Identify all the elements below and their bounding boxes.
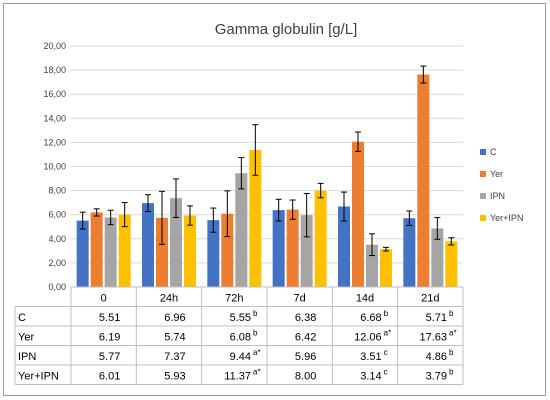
legend-swatch — [480, 215, 486, 221]
bars — [76, 65, 458, 287]
bar — [207, 220, 220, 287]
bar — [417, 74, 430, 287]
table-cell-value: 5.51 — [99, 312, 120, 324]
significance-mark: c — [384, 368, 388, 377]
y-tick-label: 14,00 — [43, 113, 66, 123]
significance-mark: a* — [253, 348, 261, 357]
bar — [380, 249, 392, 287]
gamma-globulin-chart: Gamma globulin [g/L] 0,00 2,00 4,00 6,00 8,0… — [14, 21, 523, 385]
bar — [156, 217, 168, 287]
legend-label: Yer+IPN — [490, 213, 523, 223]
significance-mark: b — [449, 368, 454, 377]
significance-mark: a* — [253, 368, 261, 377]
legend-label: Yer — [490, 169, 503, 179]
bar — [352, 141, 364, 287]
table-cell-value: 17.63 — [419, 332, 447, 344]
table-cell-value: 6.08 — [230, 332, 251, 344]
table-cell-value: 6.42 — [295, 332, 316, 344]
x-tick-label: 72h — [225, 293, 243, 305]
bar — [221, 213, 234, 287]
table-cell-value: 3.51 — [360, 351, 381, 363]
significance-mark: b — [253, 329, 258, 338]
bar — [76, 220, 89, 287]
y-tick-label: 0,00 — [48, 282, 66, 292]
table-cell-value: 8.00 — [295, 371, 316, 383]
y-tick-label: 4,00 — [48, 234, 66, 244]
legend: C Yer IPN Yer+IPN — [480, 147, 523, 223]
bar — [338, 206, 350, 287]
table-cell-value: 6.01 — [99, 371, 120, 383]
table-cell-value: 5.55 — [230, 312, 251, 324]
bar — [170, 198, 182, 287]
significance-mark: b — [253, 309, 258, 318]
legend-label: IPN — [490, 191, 505, 201]
bar — [90, 212, 103, 287]
bar — [314, 190, 327, 287]
x-tick-label: 24h — [160, 293, 178, 305]
chart-frame: Gamma globulin [g/L] 0,00 2,00 4,00 6,00 8,0… — [3, 3, 546, 396]
y-tick-label: 18,00 — [43, 65, 66, 75]
bar — [142, 203, 154, 287]
y-tick-label: 20,00 — [43, 41, 66, 51]
bar — [431, 228, 444, 287]
table-cell-value: 9.44 — [230, 351, 251, 363]
table-cell-value: 11.37 — [224, 371, 251, 383]
bar — [249, 149, 262, 287]
legend-label: C — [490, 147, 497, 157]
table-cell-value: 5.74 — [164, 332, 185, 344]
y-tick-label: 6,00 — [48, 210, 66, 220]
bar — [104, 217, 117, 287]
y-tick-label: 12,00 — [43, 137, 66, 147]
table-series-label: Yer — [18, 332, 34, 344]
table-cell-value: 3.14 — [360, 371, 381, 383]
table-cell-value: 5.96 — [295, 351, 316, 363]
x-tick-label: 7d — [294, 293, 306, 305]
bar — [235, 173, 248, 287]
table-series-label: Yer+IPN — [18, 371, 59, 383]
bar — [272, 210, 285, 287]
table-cell-value: 5.93 — [164, 371, 185, 383]
table-cell-value: 6.96 — [164, 312, 185, 324]
significance-mark: b — [449, 309, 454, 318]
table-cell-value: 5.71 — [426, 312, 447, 324]
significance-mark: a* — [449, 329, 457, 338]
significance-mark: b — [449, 348, 454, 357]
legend-swatch — [480, 149, 486, 155]
bar — [403, 218, 416, 287]
table-cell-value: 6.38 — [295, 312, 316, 324]
bar — [445, 241, 458, 287]
significance-mark: c — [384, 348, 388, 357]
y-tick-label: 10,00 — [43, 162, 66, 172]
table-cell-value: 12.06 — [354, 332, 382, 344]
legend-swatch — [480, 193, 486, 199]
bar — [286, 209, 299, 287]
table-series-label: IPN — [18, 351, 36, 363]
table-cell-value: 6.19 — [99, 332, 120, 344]
x-tick-label: 21d — [421, 293, 439, 305]
table-cell-value: 4.86 — [426, 351, 447, 363]
x-tick-label: 14d — [356, 293, 374, 305]
gridlines — [71, 45, 463, 288]
table-cell-value: 7.37 — [164, 351, 185, 363]
significance-mark: a* — [384, 329, 392, 338]
y-tick-label: 2,00 — [48, 258, 66, 268]
table-cell-value: 3.79 — [426, 371, 447, 383]
y-tick-label: 8,00 — [48, 186, 66, 196]
chart-title: Gamma globulin [g/L] — [215, 21, 358, 38]
y-tick-label: 16,00 — [43, 89, 66, 99]
bar — [118, 214, 131, 287]
table-cell-value: 6.68 — [360, 312, 381, 324]
table-series-label: C — [18, 312, 26, 324]
significance-mark: b — [384, 309, 389, 318]
x-tick-label: 0 — [101, 293, 107, 305]
bar — [300, 215, 313, 287]
legend-swatch — [480, 171, 486, 177]
y-axis: 0,00 2,00 4,00 6,00 8,00 10,00 12,00 14,00 16,00… — [43, 41, 66, 292]
bar — [184, 215, 196, 287]
table-cell-value: 5.77 — [99, 351, 120, 363]
